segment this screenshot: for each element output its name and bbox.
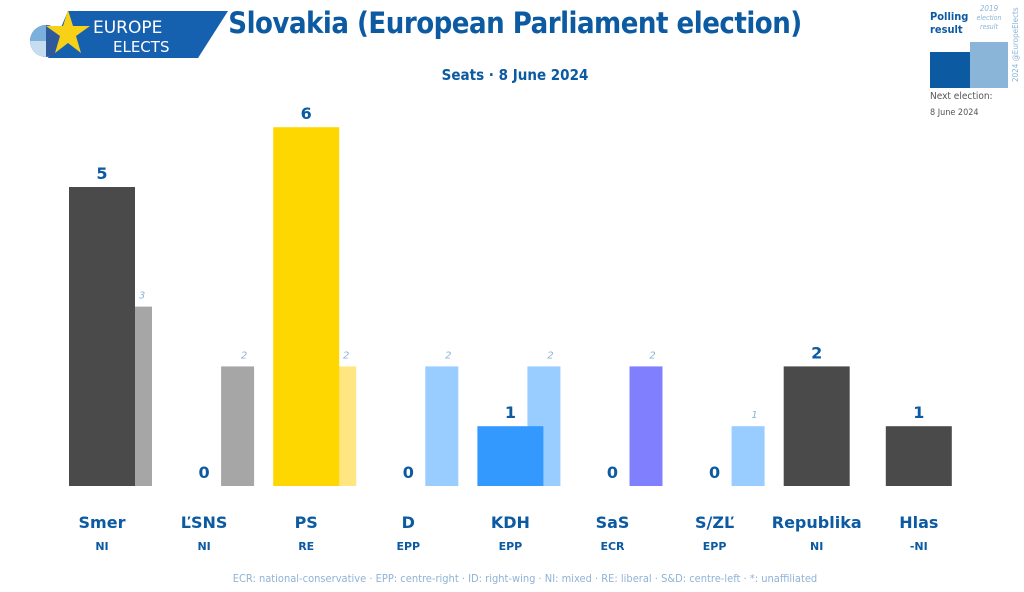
credit-text: 2024 @EuropeElects <box>1011 7 1020 82</box>
value-label: 0 <box>607 463 618 482</box>
footer-note: ECR: national-conservative · EPP: centre… <box>232 572 818 585</box>
next-election-date: 8 June 2024 <box>930 108 979 118</box>
party-group-label: EPP <box>396 540 420 553</box>
party-group-label: ECR <box>600 540 625 553</box>
svg-text:EUROPE: EUROPE <box>93 18 162 38</box>
bar-Smer <box>69 187 135 486</box>
chart-title: Slovakia (European Parliament election) <box>228 6 802 40</box>
value-label: 0 <box>709 463 720 482</box>
party-group-label: NI <box>810 540 823 553</box>
legend-current-swatch <box>930 52 970 88</box>
europe-elects-logo: EUROPE ELECTS <box>30 10 228 58</box>
previous-value-label: 2 <box>343 350 349 361</box>
value-label: 5 <box>96 164 107 183</box>
legend-previous-label: election result <box>976 14 1002 31</box>
bar-Hlas <box>885 426 952 486</box>
value-label: 1 <box>913 403 924 422</box>
previous-bar-SaS <box>629 366 663 486</box>
bar-KDH <box>477 426 544 486</box>
previous-bar-S/ZĽ <box>731 426 765 486</box>
previous-value-label: 2 <box>445 350 451 361</box>
legend-current-label: Polling result <box>930 10 969 36</box>
party-label: ĽSNS <box>181 513 228 532</box>
party-label: D <box>402 513 415 532</box>
party-label: KDH <box>491 513 530 532</box>
party-label: Hlas <box>899 513 938 532</box>
previous-value-label: 3 <box>139 291 145 302</box>
party-label: S/ZĽ <box>695 513 734 532</box>
next-election-label: Next election: <box>930 91 993 102</box>
bar-chart: 3 5 Smer NI 2 0 ĽSNS NI 2 6 PS RE 2 0 D EPP 2 1 KDH EPP 2 0 Sa… <box>69 104 952 553</box>
party-group-label: EPP <box>499 540 523 553</box>
party-label: SaS <box>596 513 630 532</box>
party-label: Smer <box>79 513 126 532</box>
party-group-label: EPP <box>703 540 727 553</box>
previous-value-label: 2 <box>547 350 553 361</box>
previous-bar-D <box>425 366 459 486</box>
previous-value-label: 1 <box>751 410 757 421</box>
legend-previous-year: 2019 <box>979 4 999 13</box>
legend: Polling result 2019 election result 2024… <box>925 4 1024 124</box>
previous-bar-ĽSNS <box>221 366 255 486</box>
bar-PS <box>273 127 340 486</box>
chart-subtitle: Seats · 8 June 2024 <box>441 66 589 84</box>
previous-value-label: 2 <box>649 350 655 361</box>
previous-value-label: 2 <box>241 350 247 361</box>
value-label: 0 <box>199 463 210 482</box>
party-group-label: RE <box>298 540 314 553</box>
value-label: 2 <box>811 343 822 362</box>
legend-previous-swatch <box>970 42 1008 88</box>
value-label: 6 <box>301 104 312 123</box>
party-group-label: NI <box>197 540 210 553</box>
svg-text:ELECTS: ELECTS <box>113 38 169 56</box>
party-group-label: NI <box>95 540 108 553</box>
party-label: Republika <box>772 513 862 532</box>
party-group-label: -NI <box>910 540 928 553</box>
value-label: 0 <box>403 463 414 482</box>
bar-Republika <box>783 366 850 486</box>
value-label: 1 <box>505 403 516 422</box>
party-label: PS <box>295 513 318 532</box>
